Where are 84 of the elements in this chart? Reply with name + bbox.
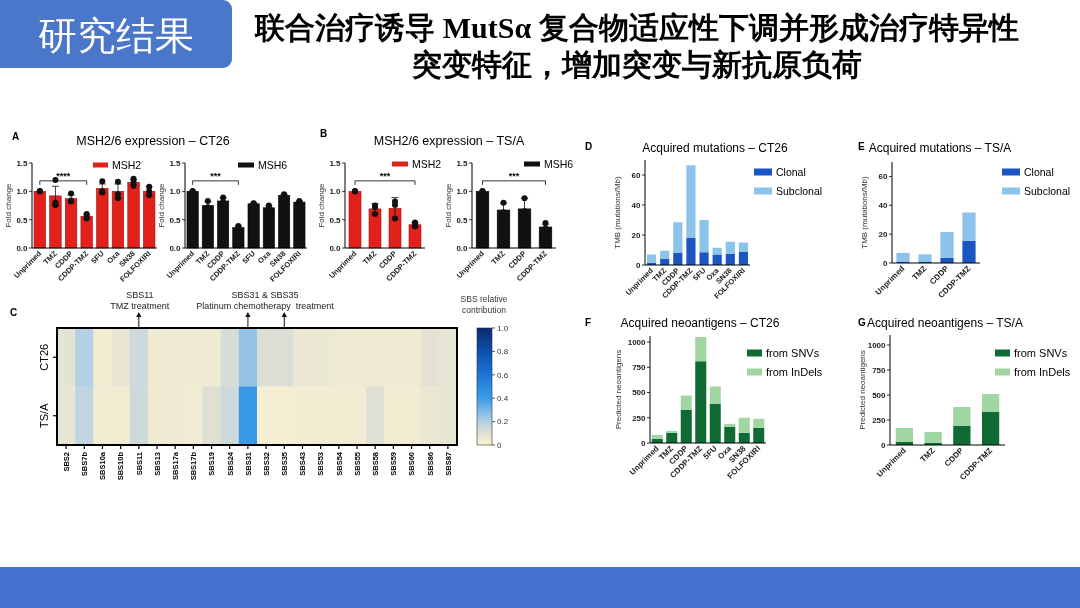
y-tick-label: 250 [632, 413, 647, 423]
y-tick-label: 1.0 [169, 187, 182, 197]
chart-title: MSH2/6 expression – CT26 [76, 134, 230, 148]
y-tick-label: 60 [631, 170, 642, 180]
legend-label: Clonal [1024, 165, 1054, 178]
chart-title: Acquired mutations – TS/A [868, 141, 1012, 155]
text: MSH2/6 expression – TS/A [373, 134, 525, 148]
color-bar-label: 0.4 [497, 394, 509, 404]
annotation: *** [210, 170, 222, 181]
y-tick-label: 750 [632, 363, 647, 373]
legend-label: Clonal [776, 165, 806, 178]
legend-label: MSH2 [112, 158, 142, 171]
color-bar-label: 0 [497, 440, 502, 450]
y-axis-title: TMB (mutations/Mb) [860, 175, 869, 249]
y-tick-label: 1.5 [456, 158, 469, 168]
y-tick-label: 750 [872, 365, 887, 375]
y-tick-label: 250 [872, 415, 887, 425]
y-tick-label: 1.5 [169, 158, 182, 168]
annotation: **** [56, 170, 71, 181]
y-tick-label: 20 [878, 230, 889, 240]
y-tick-label: 40 [878, 201, 889, 211]
y-tick-label: TS/A [38, 402, 50, 428]
y-tick-label: 0.5 [16, 215, 29, 225]
y-tick-label: 0.5 [456, 215, 469, 225]
legend-label: MSH2 [412, 157, 442, 170]
y-tick-label: 1.0 [329, 187, 342, 197]
y-tick-label: 40 [631, 200, 642, 210]
y-tick-label: 0.0 [329, 243, 342, 253]
text: 联合治疗诱导 MutSα 复合物适应性下调并形成治疗特异性突变特征，增加突变与新抗原负荷 [254, 11, 1019, 81]
y-tick-label: 60 [878, 172, 889, 182]
y-tick-label: 20 [631, 230, 642, 240]
y-tick-label: 1000 [627, 337, 647, 347]
text: B [320, 128, 328, 139]
y-axis-title: Predicted neoantigens [858, 350, 867, 430]
y-axis-title: Fold change [157, 182, 166, 228]
text: G [858, 317, 866, 328]
y-tick-label: 1.5 [329, 158, 342, 168]
chart-title: Acquired neoantigens – CT26 [620, 316, 780, 330]
color-bar-label: 1.0 [497, 323, 509, 333]
legend-label: MSH6 [544, 157, 574, 170]
legend-label: from SNVs [1014, 346, 1068, 359]
y-tick-label: 0.0 [456, 243, 469, 253]
color-bar-title: SBS relative contribution [460, 294, 508, 316]
legend-label: from InDels [1014, 365, 1071, 378]
y-tick-label: 0.5 [169, 215, 182, 225]
y-tick-label: 1000 [867, 340, 887, 350]
y-tick-label: 0 [883, 258, 889, 268]
legend-label: MSH6 [258, 158, 288, 171]
text: A [12, 131, 20, 142]
annotation: *** [379, 170, 391, 181]
legend-label: Subclonal [1024, 184, 1071, 197]
color-bar-label: 0.2 [497, 417, 509, 427]
y-axis-title: Fold change [444, 182, 453, 228]
text: F [585, 317, 592, 328]
chart-title: Acquired neoantigens – TS/A [867, 316, 1023, 330]
y-tick-label: 0 [641, 438, 647, 448]
text: SBS11 TMZ treatment [110, 290, 170, 311]
y-tick-label: 500 [872, 390, 887, 400]
y-axis-title: Predicted neoantigens [614, 349, 623, 430]
y-tick-label: CT26 [38, 343, 50, 371]
text: C [10, 307, 18, 318]
legend-label: from InDels [766, 365, 823, 378]
text: D [585, 141, 593, 152]
y-tick-label: 0 [881, 440, 887, 450]
y-tick-label: 500 [632, 388, 647, 398]
text: SBS31 & SBS35 Platinum chemotherapy treatment [196, 290, 335, 311]
y-tick-label: 0.0 [16, 243, 29, 253]
chart-title: Acquired mutations – CT26 [642, 141, 789, 155]
color-bar-label: 0.6 [497, 370, 509, 380]
y-axis-title: Fold change [4, 182, 13, 228]
y-tick-label: 0.0 [169, 243, 182, 253]
legend-label: from SNVs [766, 346, 820, 359]
y-axis-title: TMB (mutations/Mb) [613, 175, 622, 249]
text: 研究结果 [38, 14, 194, 57]
legend-label: Subclonal [776, 184, 823, 197]
y-tick-label: 1.0 [16, 187, 29, 197]
text: E [858, 141, 865, 152]
annotation: *** [508, 170, 520, 181]
y-tick-label: 0.5 [329, 215, 342, 225]
y-axis-title: Fold change [317, 182, 326, 228]
y-tick-label: 1.5 [16, 158, 29, 168]
color-bar-label: 0.8 [497, 347, 509, 357]
y-tick-label: 0 [636, 260, 642, 270]
y-tick-label: 1.0 [456, 187, 469, 197]
